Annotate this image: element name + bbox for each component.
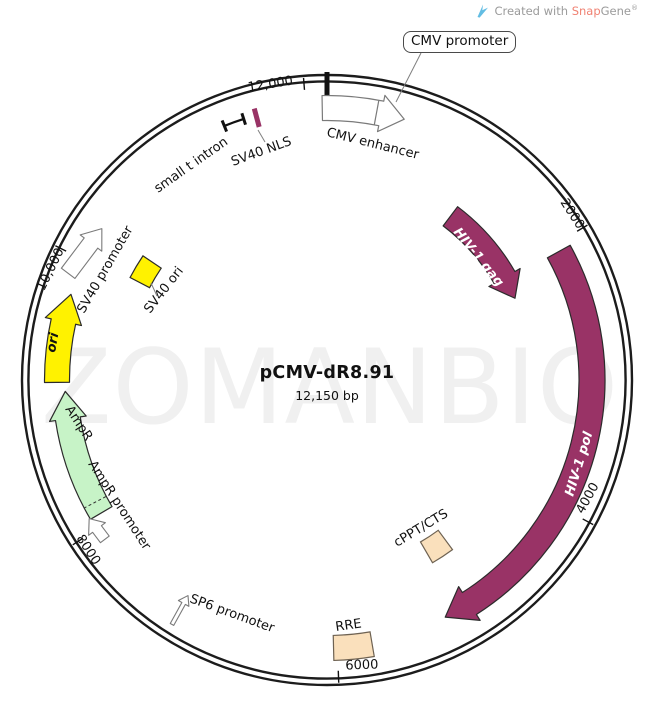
sp6-promoter-arrow bbox=[169, 595, 190, 626]
tick-2000 bbox=[576, 224, 588, 232]
small-t-intron-marker-line bbox=[223, 117, 245, 127]
ampr-arrow bbox=[48, 390, 113, 520]
label-rre: RRE bbox=[334, 616, 362, 635]
sv40-nls-marker bbox=[251, 107, 262, 128]
credit-created-with: Created with bbox=[494, 4, 569, 18]
credit-registered-mark: ® bbox=[631, 4, 638, 13]
leader-cmv-promoter bbox=[395, 52, 422, 103]
sv40-promoter-arrow bbox=[60, 228, 103, 280]
cmv-promoter-callout: CMV promoter bbox=[403, 31, 517, 53]
small-t-intron-marker-cap-2 bbox=[240, 112, 247, 126]
rre-box bbox=[332, 631, 375, 662]
watermark-text: ZOMANBIO bbox=[40, 328, 620, 448]
ori-arrow bbox=[43, 293, 83, 384]
cmv-enhancer-arrow bbox=[321, 94, 405, 133]
plasmid-size: 12,150 bp bbox=[295, 388, 359, 403]
credit-text: Created with SnapGene® bbox=[494, 4, 638, 18]
label-sv40-nls: SV40 NLS bbox=[229, 134, 293, 170]
hiv1-pol-arrow bbox=[444, 244, 606, 621]
tick-label-6000: 6000 bbox=[345, 657, 379, 673]
tick-8000 bbox=[72, 537, 84, 546]
cmv-promoter-divider bbox=[373, 100, 380, 125]
credit-brand-gene: Gene bbox=[600, 4, 631, 18]
snapgene-logo-icon bbox=[477, 4, 489, 18]
label-cmv-enhancer: CMV enhancer bbox=[325, 125, 421, 163]
tick-label-12000: 12,000 bbox=[247, 74, 294, 96]
tick-12000 bbox=[302, 77, 306, 90]
label-small-t-intron: small t intron bbox=[152, 135, 231, 197]
ampr-promoter-arrow bbox=[88, 518, 110, 544]
leader-sv40-ori bbox=[150, 282, 158, 297]
plasmid-name: pCMV-dR8.91 bbox=[259, 363, 395, 383]
tick-4000 bbox=[582, 518, 594, 526]
tick-10000 bbox=[55, 245, 67, 252]
label-sp6-promoter: SP6 promoter bbox=[188, 592, 277, 637]
sv40-ori-box bbox=[129, 255, 163, 289]
hiv1-gag-arrow bbox=[442, 206, 521, 299]
ampr-signal-divider bbox=[83, 496, 107, 509]
cppt-cts-box bbox=[419, 529, 454, 564]
label-ori: ori bbox=[44, 331, 62, 354]
credit-brand-snap: Snap bbox=[571, 4, 601, 18]
leader-sv40-nls bbox=[257, 129, 266, 143]
snapgene-credit: Created with SnapGene® bbox=[476, 4, 638, 18]
small-t-intron-marker-cap-1 bbox=[220, 119, 228, 133]
